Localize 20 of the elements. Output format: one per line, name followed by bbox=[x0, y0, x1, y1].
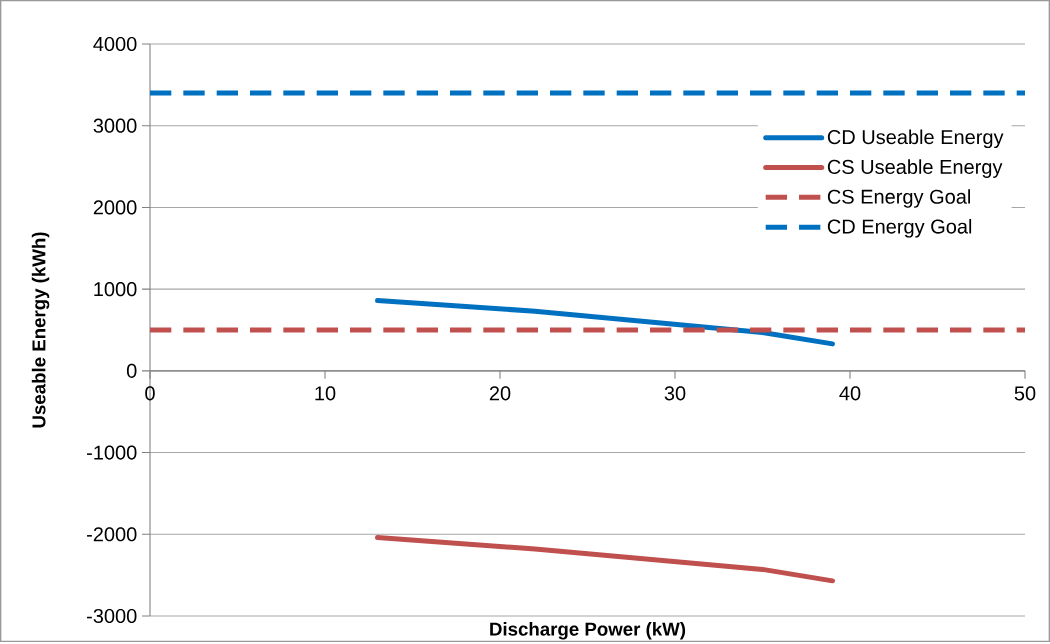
y-tick-label: -1000 bbox=[87, 445, 137, 460]
y-tick-label: 0 bbox=[126, 363, 137, 378]
y-tick-label: 4000 bbox=[93, 36, 137, 52]
x-axis-title: Discharge Power (kW) bbox=[490, 622, 686, 640]
y-tick-label: -3000 bbox=[87, 608, 137, 624]
y-tick-label: 3000 bbox=[93, 118, 137, 133]
x-tick-label: 50 bbox=[1014, 386, 1036, 401]
legend-label: CD Useable Energy bbox=[827, 129, 1004, 149]
x-tick-label: 10 bbox=[315, 386, 336, 401]
x-tick-label: 30 bbox=[664, 386, 686, 401]
legend-label: CS Useable Energy bbox=[827, 159, 1003, 178]
legend-label: CS Energy Goal bbox=[827, 189, 970, 208]
y-tick-label: 2000 bbox=[93, 200, 137, 215]
y-tick-label: -2000 bbox=[87, 527, 137, 542]
x-tick-label: 0 bbox=[145, 386, 155, 401]
x-tick-label: 20 bbox=[489, 386, 511, 401]
y-tick-label: 1000 bbox=[94, 282, 137, 297]
y-axis-title: Useable Energy (kWh) bbox=[31, 232, 50, 428]
x-tick-label: 40 bbox=[839, 386, 861, 401]
legend-label: CD Energy Goal bbox=[827, 218, 972, 238]
